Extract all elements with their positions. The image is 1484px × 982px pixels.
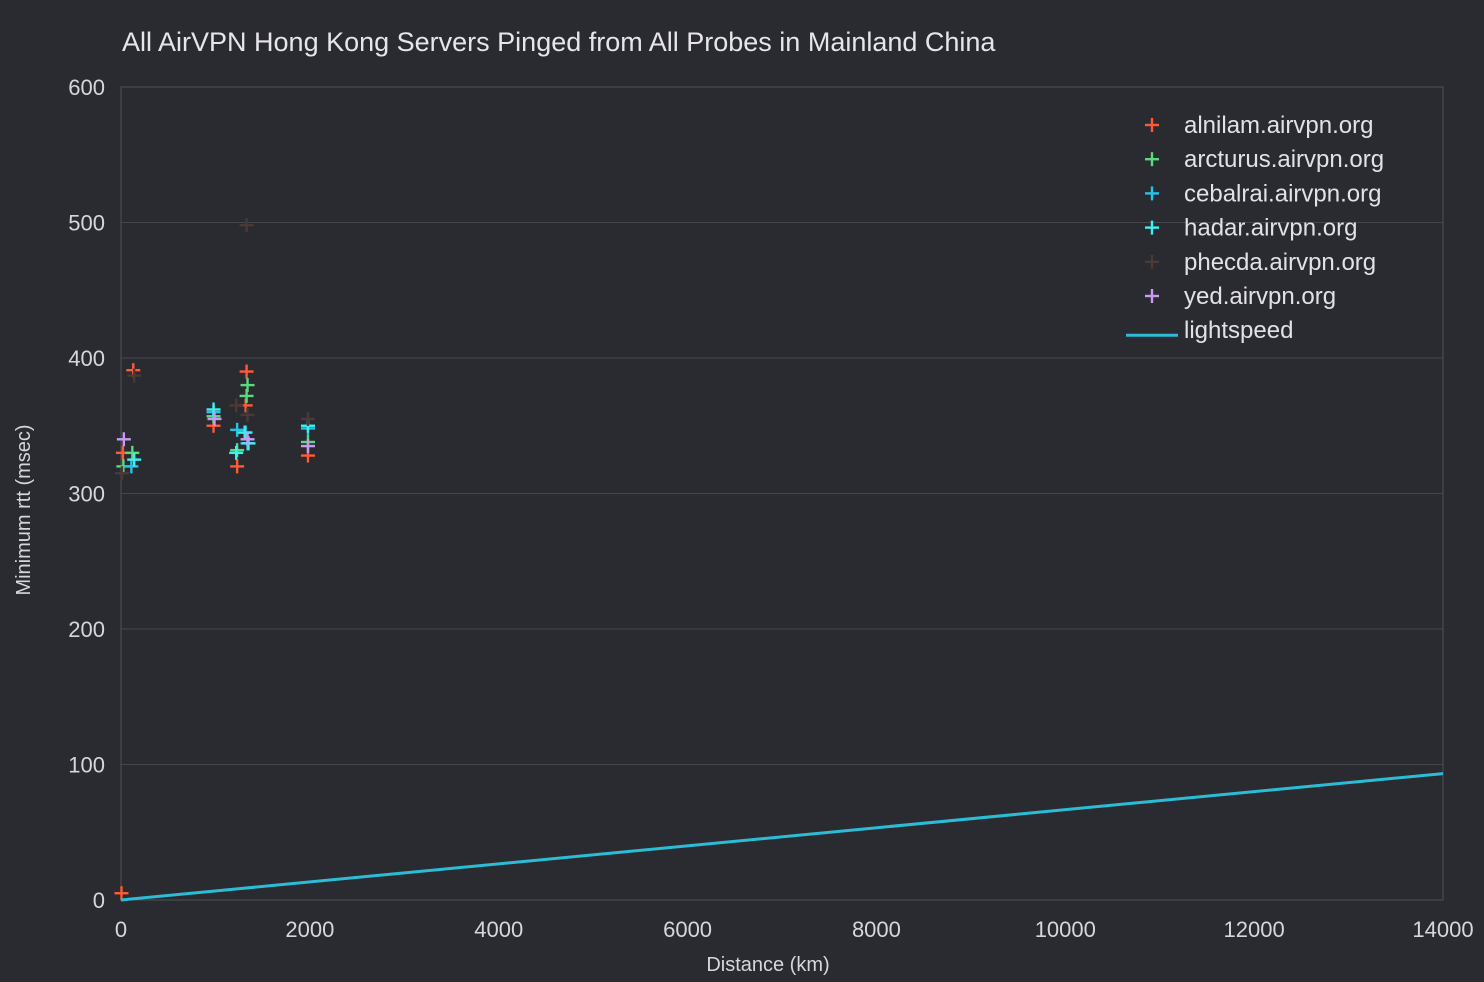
legend-swatch (1145, 118, 1159, 132)
legend-label: yed.airvpn.org (1184, 283, 1336, 310)
data-point-hadar (127, 452, 142, 467)
legend-label: alnilam.airvpn.org (1184, 112, 1373, 139)
x-tick-label: 10000 (1035, 917, 1096, 942)
legend-swatch (1145, 254, 1159, 269)
data-point-yed (300, 439, 315, 454)
y-tick-label: 100 (68, 753, 105, 778)
grid (121, 86, 1443, 901)
legend-swatch (1145, 289, 1159, 303)
data-point-yed (240, 432, 255, 447)
series (114, 218, 1444, 902)
x-tick-label: 8000 (852, 917, 901, 942)
chart-title: All AirVPN Hong Kong Servers Pinged from… (122, 27, 996, 57)
series-hadar (127, 402, 315, 467)
data-point-phecda (229, 398, 244, 413)
data-point-phecda (239, 218, 254, 233)
y-tick-label: 300 (68, 482, 105, 507)
y-tick-label: 500 (68, 211, 105, 236)
x-axis-ticks: 0 2000 4000 6000 8000 10000 12000 14000 (115, 917, 1474, 942)
y-tick-label: 600 (68, 75, 105, 100)
data-point-phecda (240, 407, 255, 422)
x-tick-label: 6000 (663, 917, 712, 942)
legend-item-yed: yed.airvpn.org (1145, 283, 1336, 310)
legend-item-lightspeed: lightspeed (1126, 317, 1293, 344)
data-point-alnilam (114, 886, 129, 901)
series-lightspeed (120, 772, 1444, 902)
x-axis-label: Distance (km) (706, 954, 829, 976)
data-point-phecda (114, 466, 129, 481)
legend-label: phecda.airvpn.org (1184, 249, 1376, 276)
data-point-arcturus (125, 445, 140, 460)
data-point-yed (116, 432, 131, 447)
legend-item-arcturus: arcturus.airvpn.org (1145, 146, 1384, 173)
data-point-cebalrai (230, 422, 245, 437)
x-tick-label: 4000 (474, 917, 523, 942)
x-tick-label: 14000 (1412, 917, 1473, 942)
legend-label: lightspeed (1184, 317, 1293, 344)
legend-item-cebalrai: cebalrai.airvpn.org (1145, 180, 1381, 207)
x-tick-label: 0 (115, 917, 127, 942)
y-tick-label: 0 (93, 888, 105, 913)
y-tick-label: 200 (68, 617, 105, 642)
series-alnilam (114, 363, 315, 901)
legend-swatch (1145, 152, 1159, 167)
legend-item-hadar: hadar.airvpn.org (1145, 215, 1357, 242)
data-point-hadar (237, 425, 252, 440)
x-tick-label: 2000 (285, 917, 334, 942)
data-point-alnilam (230, 459, 245, 474)
y-tick-label: 400 (68, 346, 105, 371)
data-point-yed (207, 411, 222, 426)
plot-frame (120, 86, 1444, 901)
legend-swatch (1145, 186, 1159, 201)
series-yed (116, 411, 315, 454)
legend-label: hadar.airvpn.org (1184, 215, 1357, 242)
data-point-cebalrai (124, 459, 139, 474)
legend-label: arcturus.airvpn.org (1184, 146, 1384, 173)
legend-item-alnilam: alnilam.airvpn.org (1145, 112, 1373, 139)
data-point-alnilam (239, 364, 254, 379)
data-point-arcturus (240, 378, 255, 393)
series-phecda (114, 218, 315, 481)
legend-label: cebalrai.airvpn.org (1184, 180, 1381, 207)
x-tick-label: 12000 (1224, 917, 1285, 942)
data-point-phecda (300, 411, 315, 426)
data-point-hadar (229, 445, 244, 460)
data-point-phecda (127, 368, 142, 383)
y-axis-ticks: 0 100 200 300 400 500 600 (68, 75, 105, 913)
y-axis-label: Minimum rtt (msec) (13, 424, 35, 595)
lightspeed-line (120, 772, 1444, 902)
legend: alnilam.airvpn.org arcturus.airvpn.org ceb… (1126, 112, 1384, 344)
legend-swatch (1145, 220, 1159, 235)
legend-item-phecda: phecda.airvpn.org (1145, 249, 1376, 276)
